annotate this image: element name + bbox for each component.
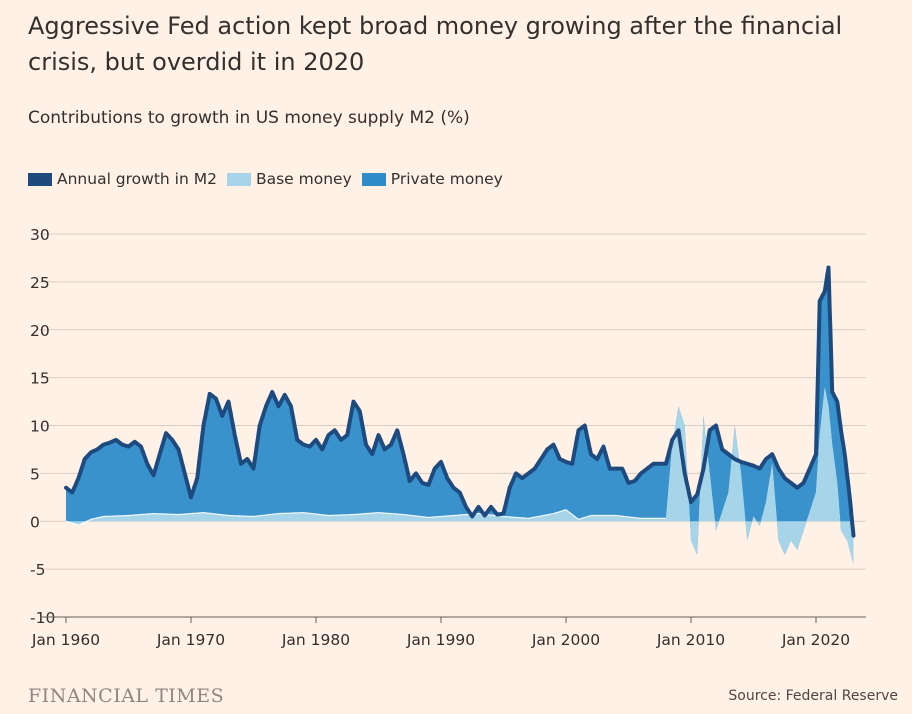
legend-item-private: Private money — [361, 170, 503, 188]
legend-swatch-private — [361, 172, 386, 186]
y-tick-label: -10 — [30, 609, 55, 627]
chart-subtitle: Contributions to growth in US money supp… — [28, 108, 470, 128]
y-tick-label: 30 — [30, 226, 50, 244]
base-money-area — [66, 387, 854, 565]
y-tick-label: 0 — [30, 513, 40, 531]
x-tick-label: Jan 2020 — [781, 631, 850, 649]
legend-label-m2: Annual growth in M2 — [57, 170, 217, 188]
legend-item-m2: Annual growth in M2 — [28, 170, 217, 188]
y-tick-label: 5 — [30, 465, 40, 483]
legend-label-private: Private money — [390, 170, 503, 188]
legend-swatch-m2 — [28, 172, 52, 186]
x-tick-label: Jan 2000 — [531, 631, 600, 649]
base-money-edge — [65, 509, 666, 526]
y-tick-label: 10 — [30, 418, 50, 436]
x-tick-label: Jan 1960 — [31, 631, 100, 649]
legend-label-base: Base money — [255, 170, 352, 188]
y-tick-label: -5 — [30, 561, 45, 579]
chart-title: Aggressive Fed action kept broad money g… — [28, 12, 843, 76]
y-tick-label: 25 — [30, 274, 50, 292]
legend-swatch-base — [226, 172, 251, 186]
m2-growth-line — [64, 265, 856, 538]
y-tick-label: 15 — [30, 370, 50, 388]
private-money-area — [66, 267, 854, 565]
x-tick-label: Jan 1990 — [406, 631, 475, 649]
legend: Annual growth in M2 Base money Private m… — [28, 170, 513, 188]
y-tick-label: 20 — [30, 322, 50, 340]
source-note: Source: Federal Reserve — [728, 688, 898, 704]
x-tick-label: Jan 1970 — [156, 631, 225, 649]
x-tick-label: Jan 2010 — [656, 631, 725, 649]
x-tick-label: Jan 1980 — [281, 631, 350, 649]
legend-item-base: Base money — [226, 170, 352, 188]
ft-logo: FINANCIAL TIMES — [28, 685, 225, 707]
